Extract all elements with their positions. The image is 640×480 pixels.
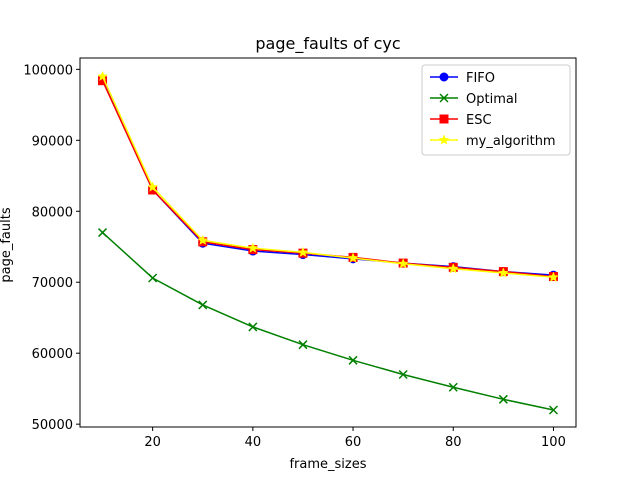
series-optimal xyxy=(98,228,558,415)
legend-marker-stroke-b xyxy=(439,93,449,103)
data-point-stroke-b xyxy=(98,228,108,238)
plot-frame xyxy=(79,57,577,428)
data-point xyxy=(148,273,158,283)
x-tick-label: 100 xyxy=(541,435,566,450)
legend-box xyxy=(421,64,571,156)
data-point xyxy=(497,267,509,278)
x-tick-label: 20 xyxy=(144,435,161,450)
data-point-stroke-b xyxy=(398,369,408,380)
data-point xyxy=(147,181,159,192)
data-point xyxy=(298,340,308,350)
data-point xyxy=(498,394,508,404)
data-point xyxy=(347,252,359,263)
data-point-stroke-b xyxy=(298,340,308,350)
series-line xyxy=(102,232,554,411)
legend-entry: FIFO xyxy=(430,71,495,86)
data-point xyxy=(448,382,458,392)
legend-label: FIFO xyxy=(466,71,495,86)
data-point-stroke-b xyxy=(198,300,208,310)
legend-entry: my_algorithm xyxy=(430,134,556,149)
legend-marker xyxy=(439,72,449,82)
data-point xyxy=(247,242,259,253)
y-tick-label: 60000 xyxy=(32,347,73,362)
data-point xyxy=(198,300,208,310)
legend-entry: ESC xyxy=(430,113,492,128)
data-point-stroke-b xyxy=(248,322,258,332)
legend: FIFO Optimal ESC my_algorithm xyxy=(421,64,571,156)
legend-marker xyxy=(438,134,450,145)
x-axis-title: frame_sizes xyxy=(289,457,366,472)
data-point-stroke-b xyxy=(348,355,358,365)
legend-label: Optimal xyxy=(466,92,517,107)
y-tick-label: 70000 xyxy=(32,276,73,291)
series-line xyxy=(101,76,554,279)
data-point xyxy=(398,369,408,380)
y-tick-label: 90000 xyxy=(32,134,73,149)
data-point xyxy=(548,271,559,282)
y-tick-label: 80000 xyxy=(32,205,73,220)
legend-entry: Optimal xyxy=(430,92,517,107)
data-point xyxy=(98,228,108,238)
series-my-algorithm xyxy=(97,70,559,282)
legend-label: my_algorithm xyxy=(466,134,556,149)
data-point xyxy=(447,263,459,274)
y-axis-title: page_faults xyxy=(0,207,14,282)
x-tick-label: 60 xyxy=(345,435,362,450)
data-point xyxy=(248,322,258,332)
data-point-stroke-b xyxy=(548,405,558,415)
data-point xyxy=(97,70,108,82)
y-tick-label: 100000 xyxy=(23,63,73,78)
data-point-stroke-b xyxy=(498,394,508,404)
data-point-stroke-b xyxy=(448,382,458,392)
data-point-stroke-b xyxy=(148,273,158,283)
data-point xyxy=(397,258,409,269)
legend-marker xyxy=(439,114,449,124)
chart-title: page_faults of cyc xyxy=(255,34,400,54)
legend-marker xyxy=(439,93,449,103)
legend-label: ESC xyxy=(466,113,492,128)
data-point xyxy=(297,246,309,258)
data-point xyxy=(348,355,358,365)
plot-area: 20 40 60 80 100 50000 60000 70000 80000 90000 1000… xyxy=(23,57,577,450)
x-tick-label: 40 xyxy=(245,435,262,450)
x-tick-label: 80 xyxy=(445,435,462,450)
data-point xyxy=(548,405,558,415)
y-tick-label: 50000 xyxy=(32,418,73,433)
data-point xyxy=(197,234,209,245)
